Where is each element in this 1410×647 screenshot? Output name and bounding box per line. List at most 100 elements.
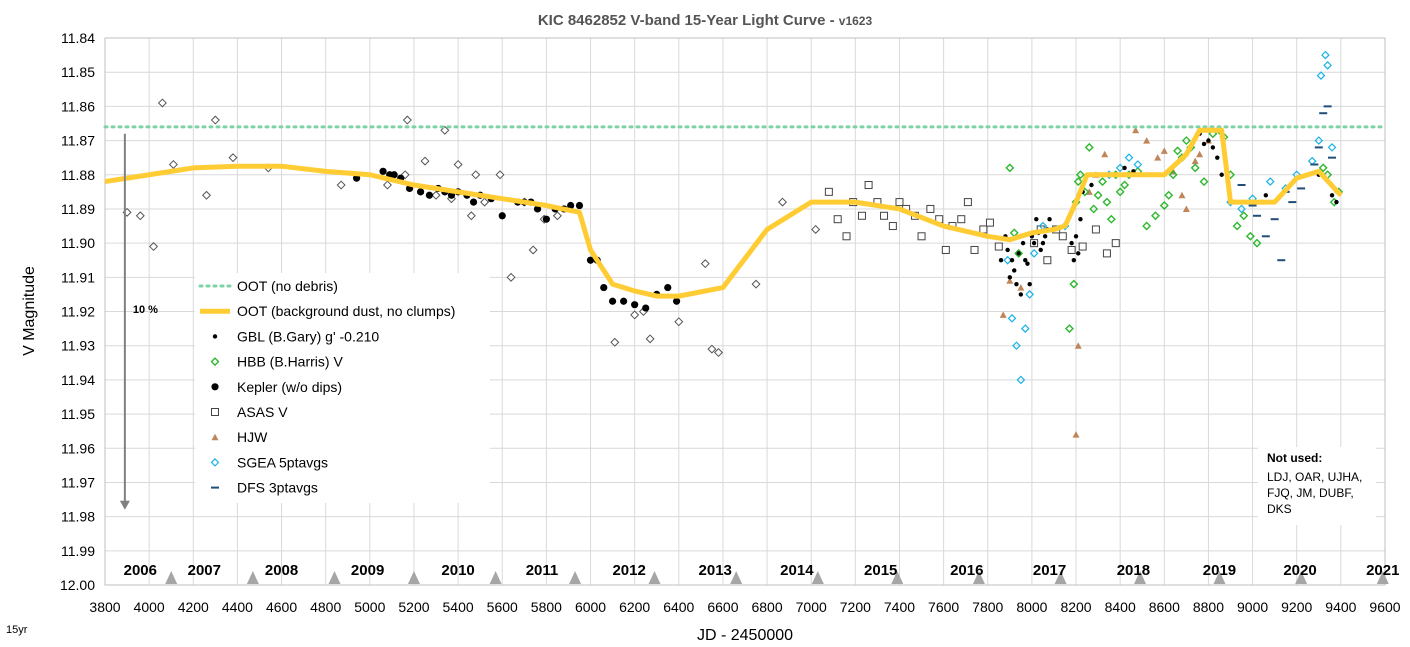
year-marker (811, 571, 824, 584)
year-marker (1054, 571, 1067, 584)
year-marker (648, 571, 661, 584)
gbl-point (1206, 138, 1211, 143)
ten-percent-arrow: 10 % (119, 133, 158, 510)
x-tick-label: 7400 (884, 599, 915, 615)
hbb-point (1239, 211, 1249, 221)
hbb-point (1164, 190, 1174, 200)
kepler-point (469, 198, 478, 206)
gbl-point (1210, 145, 1216, 150)
asas-point (880, 211, 889, 220)
asas-point (1043, 256, 1052, 265)
year-label: 2009 (351, 562, 384, 579)
sgea-point (1020, 324, 1030, 333)
kepler-point (498, 212, 506, 220)
sgea-point (1025, 290, 1035, 299)
hjw-point (1160, 147, 1168, 154)
gbl-point (1334, 199, 1339, 205)
y-tick-label: 11.85 (61, 64, 95, 80)
asas-point (1102, 249, 1111, 258)
kepler-point (642, 304, 650, 312)
gbl-point (1027, 281, 1032, 287)
y-tick-label: 11.95 (61, 406, 95, 422)
x-tick-label: 8800 (1193, 599, 1224, 615)
open-diamond-point (228, 153, 238, 163)
kepler-point (567, 201, 575, 210)
hbb-point (1318, 163, 1328, 173)
corner-note: 15yr (6, 624, 28, 636)
x-tick-label: 6600 (707, 599, 738, 615)
asas-point (864, 181, 873, 190)
kepler-point (664, 283, 672, 292)
open-diamond-point (707, 344, 717, 354)
open-diamond-point (210, 115, 220, 125)
series-small-dot (998, 131, 1339, 297)
hbb-point (1069, 279, 1079, 289)
sgea-point (1007, 313, 1017, 323)
gbl-point (1069, 240, 1074, 246)
hbb-point (1075, 170, 1085, 180)
sgea-point (1029, 249, 1039, 258)
year-label: 2012 (612, 562, 645, 579)
y-tick-label: 11.96 (61, 440, 95, 456)
sgea-point (1003, 255, 1012, 265)
gbl-point (1031, 240, 1037, 246)
y-tick-label: 11.90 (61, 235, 95, 251)
kepler-point (542, 215, 550, 223)
asas-point (963, 198, 972, 207)
year-markers (165, 571, 1389, 584)
year-label: 2016 (950, 562, 983, 579)
y-tick-label: 11.87 (61, 133, 95, 149)
year-marker (1295, 571, 1308, 584)
chart-title-main: KIC 8462852 V-band 15-Year Light Curve - (538, 12, 839, 29)
year-label: 2013 (699, 562, 732, 579)
x-tick-label: 8400 (1105, 599, 1136, 615)
gbl-point (1020, 240, 1026, 246)
year-label: 2008 (265, 562, 298, 579)
gbl-point (1014, 281, 1019, 287)
x-tick-label: 5400 (443, 599, 474, 615)
hbb-point (1005, 163, 1015, 173)
x-tick-label: 9200 (1281, 599, 1312, 615)
legend-label: SGEA 5ptavgs (237, 454, 328, 470)
gbl-point (1329, 193, 1335, 198)
asas-point (1067, 245, 1076, 254)
asas-point (985, 218, 994, 227)
sgea-point (1265, 177, 1275, 186)
open-diamond-point (471, 170, 481, 180)
x-tick-label: 4600 (266, 599, 297, 615)
gbl-point (1073, 234, 1079, 239)
y-tick-label: 11.99 (61, 543, 95, 559)
year-marker (165, 571, 178, 584)
open-diamond-point (440, 125, 450, 135)
sgea-point (1115, 163, 1125, 173)
gbl-point (1122, 165, 1127, 171)
sgea-point (1314, 136, 1324, 145)
asas-point (957, 215, 966, 224)
gbl-point (1025, 261, 1030, 266)
asas-point (888, 222, 897, 231)
hjw-point (1132, 126, 1140, 134)
kepler-point (600, 283, 608, 292)
hbb-point (1173, 146, 1183, 156)
chart-title: KIC 8462852 V-band 15-Year Light Curve -… (538, 12, 873, 29)
x-tick-label: 7800 (972, 599, 1003, 615)
x-tick-label: 5800 (531, 599, 562, 615)
hbb-point (1084, 142, 1094, 152)
asas-point (994, 242, 1003, 251)
sgea-point (1323, 61, 1332, 70)
year-label: 2018 (1117, 562, 1150, 579)
hbb-point (1106, 214, 1116, 224)
legend-swatch (211, 383, 219, 391)
kepler-point (425, 191, 434, 199)
x-tick-label: 6200 (619, 599, 650, 615)
open-diamond-point (336, 180, 346, 190)
legend-label: HBB (B.Harris) V (237, 354, 343, 370)
open-diamond-point (420, 156, 430, 166)
hbb-point (1190, 163, 1200, 173)
hbb-point (1098, 177, 1108, 187)
gbl-point (1005, 247, 1010, 253)
open-diamond-point (135, 211, 145, 221)
open-diamond-point (645, 334, 655, 344)
hbb-point (1159, 201, 1169, 211)
year-marker (407, 571, 420, 584)
